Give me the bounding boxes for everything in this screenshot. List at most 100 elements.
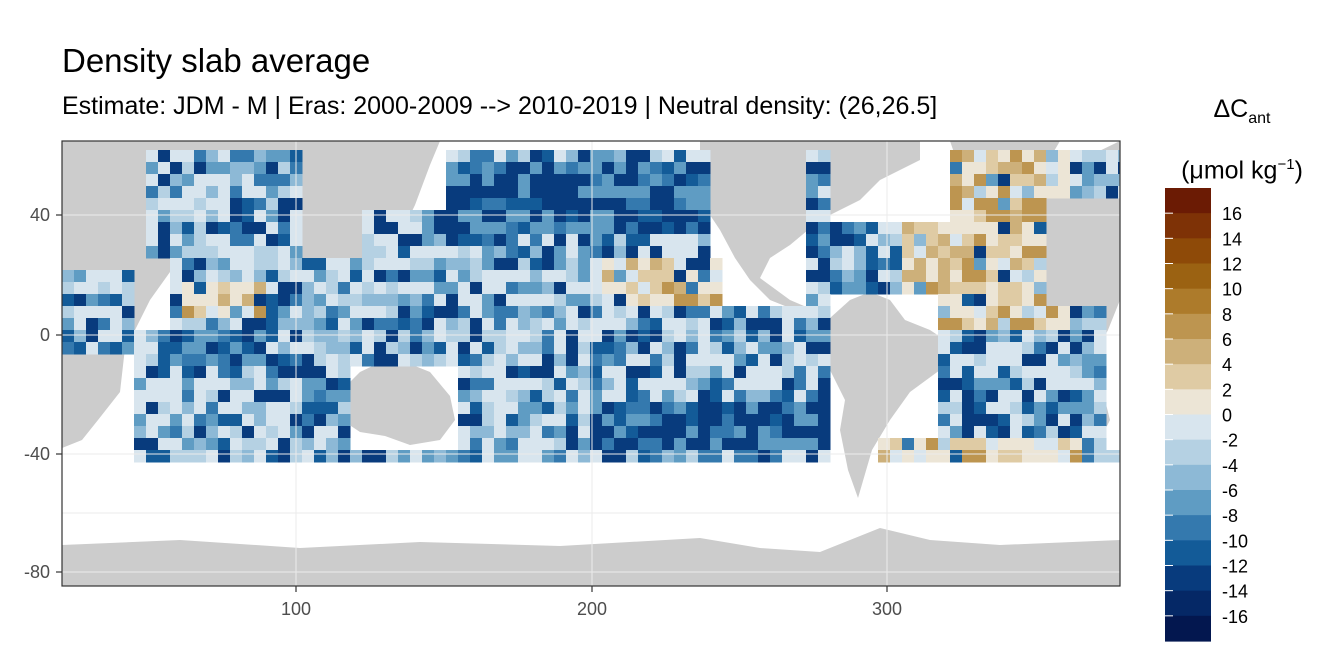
data-tile: [1046, 402, 1059, 415]
data-tile: [458, 330, 471, 343]
data-tile: [218, 438, 231, 451]
data-tile: [950, 306, 963, 319]
data-tile: [806, 246, 819, 259]
data-tile: [650, 426, 663, 439]
data-tile: [518, 282, 531, 295]
data-tile: [1058, 318, 1071, 331]
data-tile: [218, 162, 231, 175]
data-tile: [710, 378, 723, 391]
data-tile: [398, 354, 411, 367]
data-tile: [950, 258, 963, 271]
data-tile: [566, 438, 579, 451]
data-tile: [998, 234, 1011, 247]
data-tile: [158, 414, 171, 427]
data-tile: [1070, 414, 1083, 427]
data-tile: [950, 378, 963, 391]
data-tile: [1058, 390, 1071, 403]
data-tile: [446, 198, 459, 211]
data-tile: [554, 258, 567, 271]
data-tile: [482, 366, 495, 379]
data-tile: [758, 450, 771, 463]
data-tile: [1118, 150, 1120, 163]
data-tile: [686, 222, 699, 235]
data-tile: [698, 414, 711, 427]
data-tile: [434, 222, 447, 235]
data-tile: [230, 342, 243, 355]
data-tile: [806, 222, 819, 235]
data-tile: [698, 282, 711, 295]
data-tile: [614, 306, 627, 319]
data-tile: [722, 450, 735, 463]
data-tile: [374, 270, 387, 283]
data-tile: [170, 222, 183, 235]
data-tile: [62, 342, 75, 355]
data-tile: [506, 186, 519, 199]
data-tile: [1010, 198, 1023, 211]
data-tile: [398, 282, 411, 295]
data-tile: [926, 438, 939, 451]
data-tile: [626, 270, 639, 283]
data-tile: [518, 258, 531, 271]
data-tile: [698, 198, 711, 211]
data-tile: [1034, 318, 1047, 331]
data-tile: [278, 234, 291, 247]
data-tile: [218, 258, 231, 271]
data-tile: [590, 330, 603, 343]
data-tile: [950, 234, 963, 247]
data-tile: [998, 426, 1011, 439]
data-tile: [374, 234, 387, 247]
data-tile: [1106, 150, 1119, 163]
data-tile: [1022, 258, 1035, 271]
data-tile: [1094, 426, 1107, 439]
data-tile: [350, 342, 363, 355]
data-tile: [998, 150, 1011, 163]
data-tile: [242, 246, 255, 259]
data-tile: [590, 366, 603, 379]
data-tile: [1010, 306, 1023, 319]
data-tile: [998, 222, 1011, 235]
data-tile: [1022, 246, 1035, 259]
legend-color-step: [1165, 414, 1211, 441]
data-tile: [134, 378, 147, 391]
data-tile: [530, 450, 543, 463]
data-tile: [518, 174, 531, 187]
data-tile: [998, 402, 1011, 415]
data-tile: [626, 426, 639, 439]
data-tile: [314, 306, 327, 319]
data-tile: [566, 162, 579, 175]
data-tile: [650, 318, 663, 331]
data-tile: [686, 282, 699, 295]
data-tile: [326, 366, 339, 379]
data-tile: [1070, 162, 1083, 175]
data-tile: [542, 366, 555, 379]
data-tile: [266, 174, 279, 187]
data-tile: [410, 318, 423, 331]
data-tile: [554, 186, 567, 199]
data-tile: [578, 198, 591, 211]
data-tile: [266, 390, 279, 403]
data-tile: [182, 450, 195, 463]
data-tile: [986, 186, 999, 199]
data-tile: [434, 234, 447, 247]
data-tile: [494, 246, 507, 259]
data-tile: [962, 186, 975, 199]
data-tile: [326, 294, 339, 307]
data-tile: [362, 354, 375, 367]
data-tile: [182, 198, 195, 211]
data-tile: [266, 354, 279, 367]
data-tile: [206, 222, 219, 235]
data-tile: [278, 306, 291, 319]
data-tile: [578, 342, 591, 355]
data-tile: [518, 246, 531, 259]
data-tile: [494, 222, 507, 235]
data-tile: [482, 390, 495, 403]
data-tile: [278, 450, 291, 463]
data-tile: [842, 246, 855, 259]
data-tile: [158, 186, 171, 199]
data-tile: [194, 330, 207, 343]
data-tile: [242, 222, 255, 235]
data-tile: [1022, 306, 1035, 319]
data-tile: [794, 342, 807, 355]
data-tile: [998, 390, 1011, 403]
legend-label: 8: [1222, 305, 1232, 325]
